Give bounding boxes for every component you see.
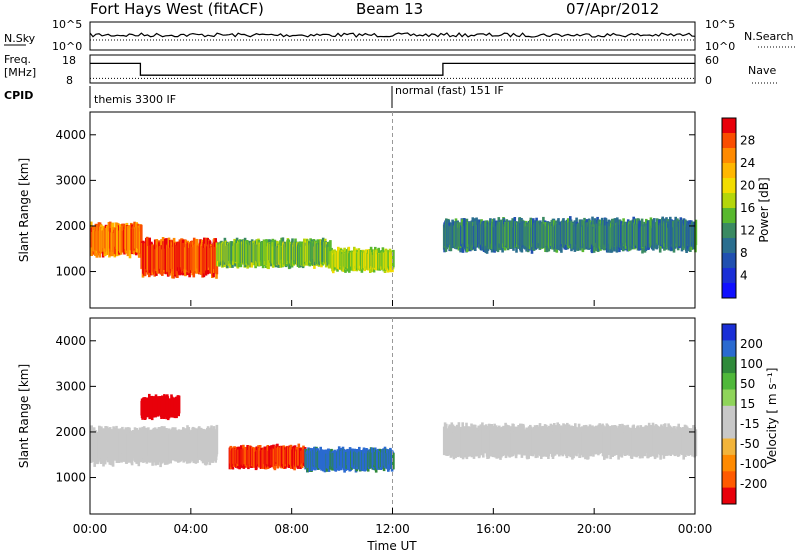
noise-right-tick-top: 10^5 bbox=[705, 18, 735, 31]
colorbar-swatch bbox=[722, 422, 736, 440]
x-tick-label: 00:00 bbox=[678, 522, 713, 536]
y-tick-label: 4000 bbox=[55, 128, 86, 142]
colorbar-swatch bbox=[722, 454, 736, 472]
power-y-axis: 4000 3000 2000 1000 bbox=[55, 112, 695, 308]
y-tick-label: 1000 bbox=[55, 265, 86, 279]
colorbar-swatch bbox=[722, 133, 736, 149]
colorbar-swatch bbox=[722, 253, 736, 269]
echo-cell-3 bbox=[392, 452, 395, 470]
velocity-colorbar-label: Velocity [ m s⁻¹] bbox=[765, 368, 779, 465]
velocity-y-axis: 4000 3000 2000 1000 bbox=[55, 318, 695, 514]
noise-left-tick-top: 10^5 bbox=[52, 18, 82, 31]
echo-cell-0 bbox=[215, 424, 219, 455]
echo-cell-0 bbox=[140, 224, 143, 254]
colorbar-swatch bbox=[722, 324, 736, 341]
x-tick-label: 00:00 bbox=[73, 522, 108, 536]
beam-label: Beam 13 bbox=[356, 0, 423, 18]
colorbar-tick-label: -15 bbox=[740, 417, 760, 431]
colorbar-tick-label: 15 bbox=[740, 397, 755, 411]
cpid-mode-1: themis 3300 IF bbox=[94, 93, 176, 106]
colorbar-swatch bbox=[722, 118, 736, 134]
colorbar-frame bbox=[721, 117, 737, 299]
date-label: 07/Apr/2012 bbox=[566, 0, 659, 18]
colorbar-tick-label: -50 bbox=[740, 437, 760, 451]
colorbar-swatch bbox=[722, 373, 736, 390]
colorbar-tick-label: 4 bbox=[740, 269, 748, 283]
colorbar-swatch bbox=[722, 471, 736, 489]
freq-label-2: [MHz] bbox=[4, 66, 36, 79]
colorbar-swatch bbox=[722, 340, 736, 358]
y-tick-label: 2000 bbox=[55, 425, 86, 439]
colorbar-swatch bbox=[722, 389, 736, 407]
x-tick-label: 20:00 bbox=[577, 522, 612, 536]
freq-label-1: Freq. bbox=[4, 53, 31, 66]
echo-cell-1 bbox=[177, 395, 181, 414]
freq-panel-frame bbox=[89, 54, 696, 84]
colorbar-tick-label: 24 bbox=[740, 156, 755, 170]
colorbar-swatch bbox=[722, 223, 736, 239]
echo-cell-3 bbox=[392, 249, 395, 268]
x-tick-label: 12:00 bbox=[375, 522, 410, 536]
power-echoes bbox=[90, 216, 698, 279]
x-tick-label: 16:00 bbox=[476, 522, 511, 536]
noise-left-label: N.Sky bbox=[4, 32, 36, 45]
colorbar-swatch bbox=[722, 163, 736, 179]
colorbar-tick-label: -200 bbox=[740, 477, 767, 491]
colorbar-tick-label: 50 bbox=[740, 377, 755, 391]
colorbar-tick-label: 12 bbox=[740, 224, 755, 238]
colorbar-tick-label: 100 bbox=[740, 357, 763, 371]
nave-tick-bottom: 0 bbox=[705, 74, 712, 87]
y-tick-label: 3000 bbox=[55, 379, 86, 393]
velocity-colorbar: 200 100 50 15 -15 -50 -100 -200 bbox=[721, 323, 767, 505]
noise-right-label: N.Search bbox=[744, 30, 794, 43]
time-axis-label: Time UT bbox=[366, 539, 417, 553]
y-tick-label: 4000 bbox=[55, 334, 86, 348]
colorbar-swatch bbox=[722, 178, 736, 194]
colorbar-swatch bbox=[722, 238, 736, 254]
colorbar-tick-label: 16 bbox=[740, 201, 755, 215]
freq-tick-bottom: 8 bbox=[66, 74, 73, 87]
nave-tick-top: 60 bbox=[705, 54, 719, 67]
power-colorbar-label: Power [dB] bbox=[757, 177, 771, 242]
velocity-echoes bbox=[90, 393, 698, 473]
y-tick-label: 3000 bbox=[55, 173, 86, 187]
frequency-trace bbox=[90, 62, 695, 76]
velocity-y-axis-label: Slant Range [km] bbox=[17, 364, 31, 468]
colorbar-tick-label: 8 bbox=[740, 246, 748, 260]
cpid-mode-2: normal (fast) 151 IF bbox=[395, 84, 504, 97]
figure-title: Fort Hays West (fitACF) bbox=[90, 0, 264, 18]
y-tick-label: 1000 bbox=[55, 471, 86, 485]
colorbar-swatch bbox=[722, 283, 736, 299]
colorbar-swatch bbox=[722, 405, 736, 423]
noise-right-tick-bottom: 10^0 bbox=[705, 40, 735, 53]
x-tick-label: 08:00 bbox=[274, 522, 309, 536]
y-tick-label: 2000 bbox=[55, 219, 86, 233]
colorbar-frame bbox=[721, 323, 737, 505]
colorbar-swatch bbox=[722, 208, 736, 224]
colorbar-tick-label: 28 bbox=[740, 134, 755, 148]
noise-trace bbox=[89, 32, 696, 38]
x-tick-label: 04:00 bbox=[174, 522, 209, 536]
nave-label: Nave bbox=[748, 64, 776, 77]
echo-cell-4 bbox=[694, 219, 698, 246]
noise-left-tick-bottom: 10^0 bbox=[52, 40, 82, 53]
colorbar-swatch bbox=[722, 356, 736, 374]
colorbar-swatch bbox=[722, 193, 736, 209]
power-y-axis-label: Slant Range [km] bbox=[17, 158, 31, 262]
colorbar-swatch bbox=[722, 268, 736, 284]
colorbar-swatch bbox=[722, 148, 736, 164]
colorbar-swatch bbox=[722, 438, 736, 456]
colorbar-tick-label: -100 bbox=[740, 457, 767, 471]
cpid-label: CPID bbox=[4, 89, 33, 102]
colorbar-tick-label: 200 bbox=[740, 337, 763, 351]
time-axis: 00:00 04:00 08:00 12:00 16:00 20:00 00:00 bbox=[73, 300, 713, 536]
echo-cell-4 bbox=[694, 429, 698, 457]
colorbar-tick-label: 20 bbox=[740, 179, 755, 193]
freq-tick-top: 18 bbox=[62, 54, 76, 67]
colorbar-swatch bbox=[722, 487, 736, 505]
power-colorbar: 28 24 20 16 12 8 4 bbox=[721, 117, 755, 299]
